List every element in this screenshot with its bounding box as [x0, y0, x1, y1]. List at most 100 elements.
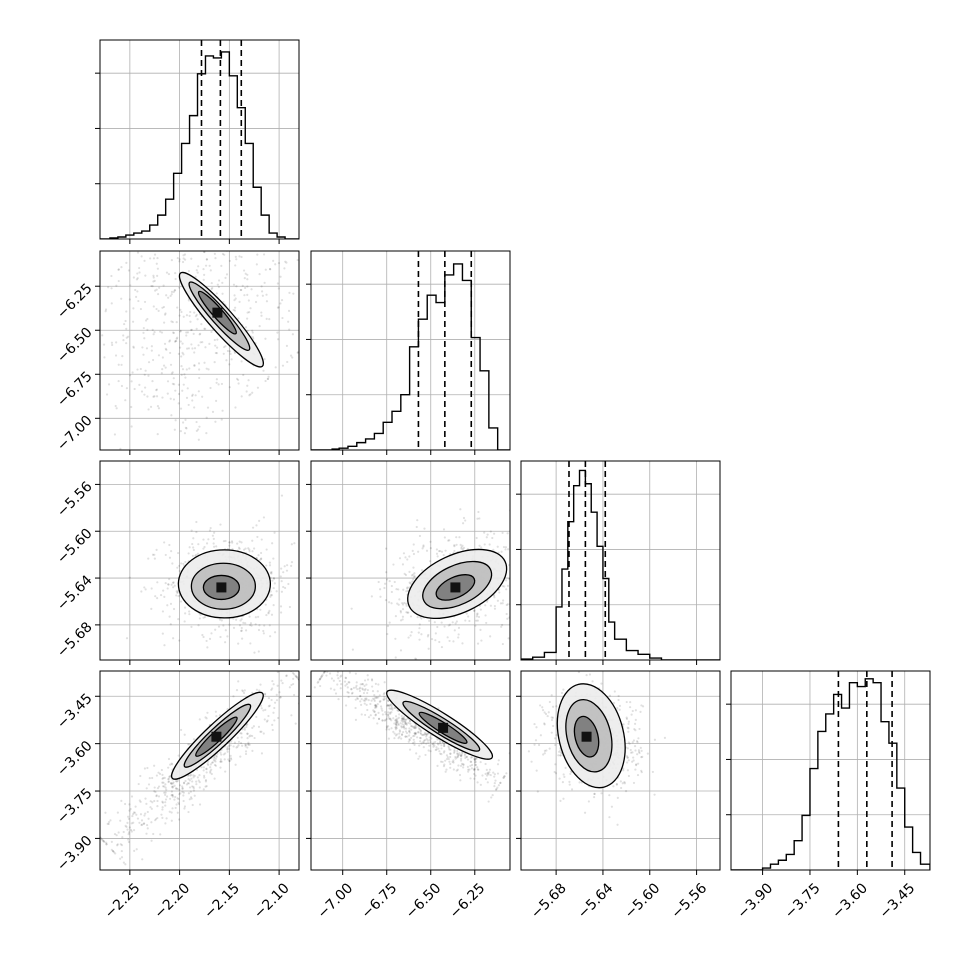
y-tick-label: −5.56 [54, 479, 96, 521]
y-tick-label: −6.75 [54, 369, 96, 411]
contour-line [407, 548, 508, 619]
panel-pair-2-1 [306, 460, 511, 665]
density-peak [581, 731, 592, 742]
contour-line [170, 691, 264, 780]
panel-content [527, 671, 667, 826]
panel-frame [99, 250, 300, 451]
ticks [95, 695, 280, 875]
x-tick-label: −2.15 [201, 880, 243, 922]
ticks [726, 703, 906, 875]
histogram-step [100, 51, 299, 239]
contour-line [556, 683, 626, 789]
x-tick-label: −6.75 [359, 880, 401, 922]
grid [100, 671, 299, 870]
contour-line [422, 560, 493, 610]
panel-diag-1 [306, 250, 511, 455]
ticks [516, 695, 698, 875]
density-peak [212, 307, 223, 318]
contour-line [190, 562, 257, 610]
contour-line [188, 281, 251, 351]
y-tick-label: −3.45 [54, 691, 96, 733]
density-peak [211, 731, 222, 742]
contour-line [565, 699, 613, 773]
panel-frame [99, 39, 300, 240]
y-tick-label: −3.75 [54, 785, 96, 827]
scatter-points [313, 671, 510, 803]
y-tick-label: −5.60 [54, 526, 96, 568]
panel-content [100, 40, 299, 239]
y-tick-label: −6.50 [54, 325, 96, 367]
panel-content [731, 671, 930, 870]
ticks [306, 695, 476, 875]
x-tick-label: −2.10 [251, 880, 293, 922]
contour-line [386, 689, 494, 760]
ticks [95, 72, 280, 244]
x-tick-label: −5.56 [669, 880, 711, 922]
x-tick-label: −2.25 [102, 880, 144, 922]
ticks [95, 285, 280, 455]
panel-diag-2 [516, 460, 721, 665]
y-tick-label: −6.25 [54, 281, 96, 323]
contour-line [177, 549, 272, 619]
y-tick-label: −7.00 [54, 413, 96, 455]
panel-frame [310, 460, 511, 661]
contour-line [178, 271, 264, 368]
y-tick-label: −5.64 [54, 572, 96, 614]
panel-frame [730, 670, 931, 871]
contour-line [183, 703, 252, 768]
x-tick-label: −3.75 [782, 880, 824, 922]
grid [731, 671, 930, 870]
x-tick-label: −3.60 [829, 880, 871, 922]
panel-frame [520, 460, 721, 661]
panel-pair-3-1: −7.00 −6.75 −6.50 −6.25 [306, 670, 511, 922]
panel-frame [520, 670, 721, 871]
panel-diag-0 [95, 39, 300, 244]
x-tick-label: −5.64 [575, 880, 617, 922]
panel-frame [99, 670, 300, 871]
panel-content [313, 671, 510, 803]
x-tick-label: −7.00 [315, 880, 357, 922]
scatter-points [101, 251, 299, 450]
histogram-step [521, 469, 720, 660]
panel-pair-2-0: −5.56 −5.60−5.64 −5.68 [54, 460, 300, 665]
histogram-step [731, 678, 930, 870]
panel-content [311, 251, 510, 450]
x-tick-label: −5.68 [528, 880, 570, 922]
grid [311, 671, 510, 870]
panel-pair-3-0: −3.45 −3.60 −3.75 −3.90−2.25 −2.20 −2.15 −2.10 [54, 670, 300, 922]
ticks [306, 483, 476, 665]
density-peak [438, 722, 449, 733]
contour-line [202, 574, 241, 601]
contour-line [435, 574, 476, 601]
grid [311, 251, 510, 450]
density-peak [450, 582, 461, 593]
panel-pair-3-2: −5.68 −5.64 −5.60 −5.56 [516, 670, 721, 922]
ticks [306, 283, 476, 455]
contour-line [573, 715, 600, 758]
panel-frame [310, 670, 511, 871]
x-tick-label: −6.50 [403, 880, 445, 922]
panel-content [101, 251, 299, 450]
histogram-step [311, 263, 510, 450]
panel-content [100, 671, 299, 866]
panel-frame [310, 250, 511, 451]
contour-line [402, 700, 481, 752]
panel-content [350, 508, 510, 660]
x-tick-label: −3.45 [877, 880, 919, 922]
panel-content [125, 494, 299, 654]
panel-diag-3: −3.90 −3.75 −3.60 −3.45 [726, 670, 931, 922]
x-tick-label: −3.90 [735, 880, 777, 922]
grid [521, 461, 720, 660]
x-tick-label: −5.60 [622, 880, 664, 922]
x-tick-label: −6.25 [447, 880, 489, 922]
grid [100, 251, 299, 450]
y-tick-label: −3.90 [54, 833, 96, 875]
panel-content [521, 461, 720, 660]
x-tick-label: −2.20 [152, 880, 194, 922]
density-peak [216, 582, 227, 593]
y-tick-label: −3.60 [54, 738, 96, 780]
grid [100, 40, 299, 239]
y-tick-label: −5.68 [54, 619, 96, 661]
ticks [516, 493, 698, 665]
